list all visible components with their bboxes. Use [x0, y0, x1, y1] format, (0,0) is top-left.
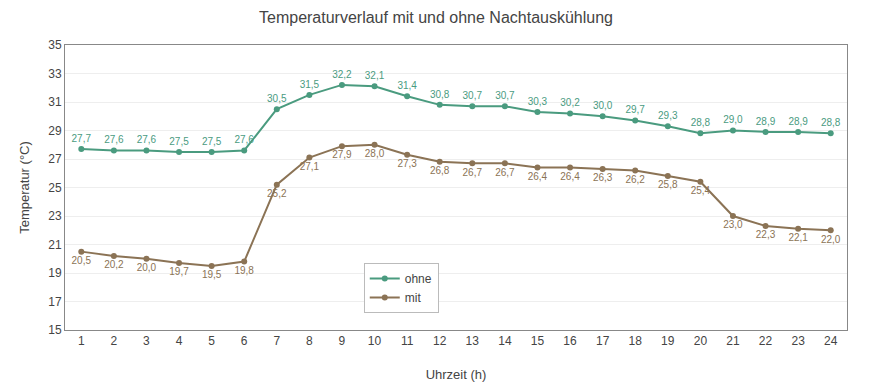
- svg-text:23: 23: [48, 209, 62, 223]
- svg-text:19,5: 19,5: [202, 269, 222, 280]
- svg-text:21: 21: [48, 238, 62, 252]
- svg-text:2: 2: [111, 334, 118, 348]
- svg-text:15: 15: [48, 323, 62, 337]
- svg-text:ohne: ohne: [405, 272, 432, 286]
- svg-text:7: 7: [273, 334, 280, 348]
- svg-text:mit: mit: [405, 291, 422, 305]
- svg-text:31,4: 31,4: [397, 80, 417, 91]
- svg-text:28,0: 28,0: [365, 148, 385, 159]
- svg-text:19: 19: [661, 334, 675, 348]
- svg-text:25: 25: [48, 181, 62, 195]
- svg-text:30,7: 30,7: [463, 90, 483, 101]
- svg-text:25,2: 25,2: [267, 188, 287, 199]
- svg-text:30,0: 30,0: [593, 100, 613, 111]
- svg-text:17: 17: [48, 295, 62, 309]
- svg-text:23: 23: [791, 334, 805, 348]
- svg-text:25,4: 25,4: [691, 185, 711, 196]
- svg-text:27,6: 27,6: [137, 134, 157, 145]
- svg-text:29,7: 29,7: [625, 104, 645, 115]
- svg-text:Temperaturverlauf mit und ohne: Temperaturverlauf mit und ohne Nachtausk…: [259, 9, 613, 26]
- svg-text:26,4: 26,4: [528, 171, 548, 182]
- svg-text:32,2: 32,2: [332, 69, 352, 80]
- svg-text:27,6: 27,6: [104, 134, 124, 145]
- svg-text:23,0: 23,0: [723, 219, 743, 230]
- svg-text:5: 5: [208, 334, 215, 348]
- svg-text:9: 9: [339, 334, 346, 348]
- svg-text:Temperatur (°C): Temperatur (°C): [17, 141, 32, 234]
- svg-text:21: 21: [726, 334, 740, 348]
- svg-text:20,5: 20,5: [72, 255, 92, 266]
- svg-text:20: 20: [694, 334, 708, 348]
- svg-text:31,5: 31,5: [300, 79, 320, 90]
- svg-text:27,1: 27,1: [300, 161, 320, 172]
- svg-text:18: 18: [629, 334, 643, 348]
- svg-text:26,3: 26,3: [593, 172, 613, 183]
- svg-text:17: 17: [596, 334, 610, 348]
- svg-text:16: 16: [563, 334, 577, 348]
- svg-text:26,4: 26,4: [560, 171, 580, 182]
- svg-text:29,3: 29,3: [658, 110, 678, 121]
- svg-text:1: 1: [78, 334, 85, 348]
- svg-text:11: 11: [401, 334, 414, 348]
- svg-text:27,3: 27,3: [397, 158, 417, 169]
- svg-text:27: 27: [48, 152, 62, 166]
- svg-text:15: 15: [531, 334, 545, 348]
- svg-text:26,7: 26,7: [463, 167, 483, 178]
- svg-text:22: 22: [759, 334, 773, 348]
- svg-text:35: 35: [48, 38, 62, 52]
- svg-text:22,1: 22,1: [788, 232, 808, 243]
- svg-text:8: 8: [306, 334, 313, 348]
- svg-text:30,3: 30,3: [528, 96, 548, 107]
- svg-text:13: 13: [466, 334, 480, 348]
- svg-text:19,7: 19,7: [169, 266, 189, 277]
- svg-text:22,3: 22,3: [756, 229, 776, 240]
- svg-text:26,2: 26,2: [625, 174, 645, 185]
- svg-text:30,2: 30,2: [560, 97, 580, 108]
- svg-text:28,8: 28,8: [691, 117, 711, 128]
- svg-text:33: 33: [48, 67, 62, 81]
- svg-text:Uhrzeit (h): Uhrzeit (h): [426, 367, 487, 382]
- svg-text:30,5: 30,5: [267, 93, 287, 104]
- svg-text:30,8: 30,8: [430, 89, 450, 100]
- svg-text:28,9: 28,9: [788, 116, 808, 127]
- svg-text:6: 6: [241, 334, 248, 348]
- svg-text:25,8: 25,8: [658, 179, 678, 190]
- svg-text:20,2: 20,2: [104, 259, 124, 270]
- svg-text:29: 29: [48, 124, 62, 138]
- svg-text:3: 3: [143, 334, 150, 348]
- svg-text:31: 31: [48, 95, 62, 109]
- svg-text:10: 10: [368, 334, 382, 348]
- svg-text:29,0: 29,0: [723, 114, 743, 125]
- svg-text:27,9: 27,9: [332, 149, 352, 160]
- svg-text:28,9: 28,9: [756, 116, 776, 127]
- svg-text:22,0: 22,0: [821, 234, 841, 245]
- svg-text:24: 24: [824, 334, 838, 348]
- svg-text:4: 4: [176, 334, 183, 348]
- svg-text:28,8: 28,8: [821, 117, 841, 128]
- svg-text:27,6: 27,6: [234, 134, 254, 145]
- svg-text:32,1: 32,1: [365, 70, 385, 81]
- svg-text:19: 19: [48, 266, 62, 280]
- svg-text:19,8: 19,8: [234, 265, 254, 276]
- svg-text:14: 14: [498, 334, 512, 348]
- svg-text:30,7: 30,7: [495, 90, 515, 101]
- svg-text:27,7: 27,7: [72, 133, 92, 144]
- svg-text:12: 12: [433, 334, 447, 348]
- svg-text:20,0: 20,0: [137, 262, 157, 273]
- svg-text:26,8: 26,8: [430, 165, 450, 176]
- svg-text:27,5: 27,5: [202, 136, 222, 147]
- svg-text:26,7: 26,7: [495, 167, 515, 178]
- svg-text:27,5: 27,5: [169, 136, 189, 147]
